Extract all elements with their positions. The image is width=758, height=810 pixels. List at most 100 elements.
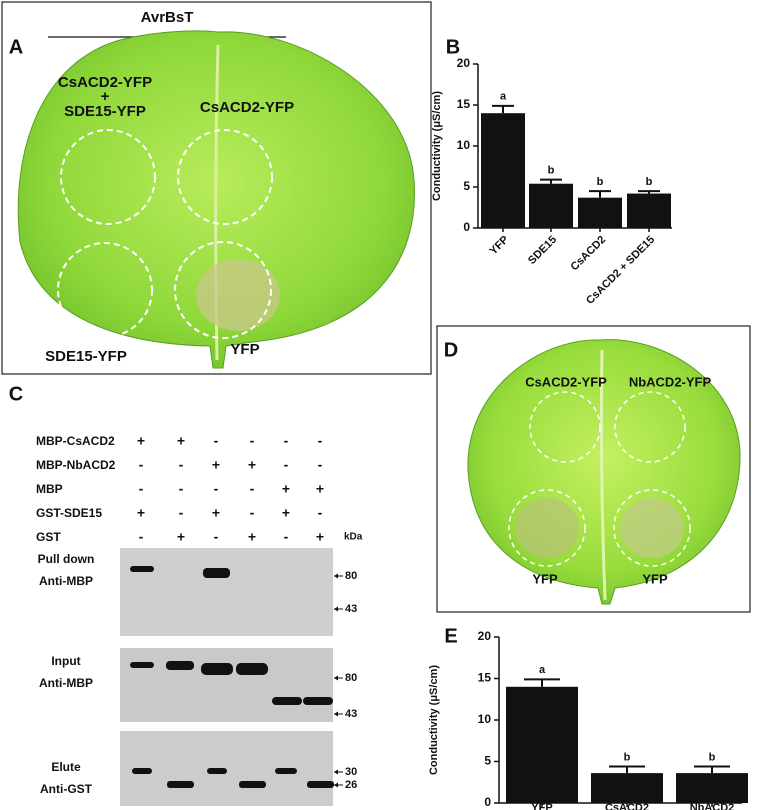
spot — [613, 489, 691, 567]
row-label: GST-SDE15 — [36, 506, 102, 520]
spot-label: + — [101, 88, 110, 105]
x-tick-label: CsACD2 — [605, 802, 649, 810]
band — [207, 768, 227, 774]
blot-label: Anti-MBP — [39, 676, 93, 690]
marker-arrowhead — [334, 769, 338, 775]
y-tick-label: 20 — [478, 629, 492, 643]
sign: - — [250, 433, 255, 449]
row-label: GST — [36, 530, 61, 544]
spot — [174, 241, 272, 339]
y-tick-label: 15 — [457, 97, 471, 111]
spot-label: SDE15-YFP — [64, 103, 146, 120]
x-tick-label: YFP — [531, 802, 552, 810]
spot-label: YFP — [642, 571, 668, 586]
y-axis-label: Conductivity (μS/cm) — [431, 91, 443, 201]
significance-label: a — [500, 91, 507, 103]
midrib — [599, 349, 607, 601]
band — [166, 661, 194, 670]
sign: + — [137, 433, 145, 449]
spot — [529, 391, 601, 463]
sign: - — [284, 457, 289, 473]
spot-label: YFP — [230, 341, 259, 358]
sign: + — [212, 505, 220, 521]
band — [272, 697, 302, 705]
sign: - — [250, 505, 255, 521]
sign: + — [248, 529, 256, 545]
marker-label: 26 — [345, 779, 357, 791]
y-axis-label: Conductivity (μS/cm) — [428, 665, 440, 775]
sign: - — [179, 505, 184, 521]
spot-label: SDE15-YFP — [45, 348, 127, 365]
spot — [614, 391, 686, 463]
marker-label: 80 — [345, 570, 357, 582]
treatment-title: AvrBsT — [141, 9, 194, 26]
sign: - — [179, 457, 184, 473]
marker-arrowhead — [334, 675, 338, 681]
spots — [57, 129, 273, 339]
band — [236, 663, 268, 675]
sign: + — [316, 529, 324, 545]
x-tick-label: SDE15 — [526, 234, 559, 267]
bands — [130, 566, 334, 788]
sign: - — [250, 481, 255, 497]
band — [203, 568, 230, 578]
bar — [578, 197, 622, 228]
y-tick-label: 10 — [457, 138, 471, 152]
sign: - — [214, 433, 219, 449]
marker-label: 30 — [345, 766, 357, 778]
y-tick-label: 5 — [463, 179, 470, 193]
panel-label: D — [444, 339, 458, 361]
blot-label: Elute — [51, 760, 81, 774]
sign: + — [282, 505, 290, 521]
blot-label: Input — [51, 654, 80, 668]
y-tick-label: 20 — [457, 56, 471, 70]
sign: - — [318, 457, 323, 473]
marker-arrowhead — [334, 711, 338, 717]
sign: - — [139, 481, 144, 497]
blot-label: Pull down — [38, 552, 95, 566]
bar — [627, 193, 671, 228]
x-tick-label: YFP — [488, 234, 512, 258]
sign: - — [139, 529, 144, 545]
significance-label: b — [597, 176, 604, 188]
sign: + — [282, 481, 290, 497]
blot — [120, 731, 333, 806]
significance-label: b — [548, 165, 555, 177]
lesion — [620, 498, 684, 558]
sign: - — [284, 529, 289, 545]
x-tick-label: CsACD2 — [569, 234, 609, 274]
row-label: MBP — [36, 482, 63, 496]
significance-label: a — [539, 664, 546, 676]
band — [130, 662, 154, 668]
marker-label: 43 — [345, 603, 357, 615]
band — [307, 781, 334, 788]
y-tick-label: 15 — [478, 671, 492, 685]
band — [130, 566, 154, 572]
spot-label: CsACD2-YFP — [200, 99, 294, 116]
spot-label: YFP — [532, 571, 558, 586]
spot — [177, 129, 273, 225]
sign: - — [318, 433, 323, 449]
lesion — [515, 498, 579, 558]
spot — [508, 489, 586, 567]
significance-label: b — [646, 176, 653, 188]
sign: - — [214, 529, 219, 545]
bar — [481, 113, 525, 228]
panel-label: C — [9, 383, 23, 405]
sign: + — [316, 481, 324, 497]
row-label: MBP-CsACD2 — [36, 434, 115, 448]
spot-label: NbACD2-YFP — [629, 374, 712, 389]
marker-arrowhead — [334, 606, 338, 612]
panel-label: E — [444, 625, 457, 647]
sign: - — [139, 457, 144, 473]
sign: - — [284, 433, 289, 449]
sign: - — [214, 481, 219, 497]
x-tick-label: NbACD2 — [690, 802, 735, 810]
blot — [120, 548, 333, 636]
band — [275, 768, 297, 774]
sign: + — [177, 433, 185, 449]
blot — [120, 648, 333, 722]
sign: - — [179, 481, 184, 497]
sign: + — [177, 529, 185, 545]
